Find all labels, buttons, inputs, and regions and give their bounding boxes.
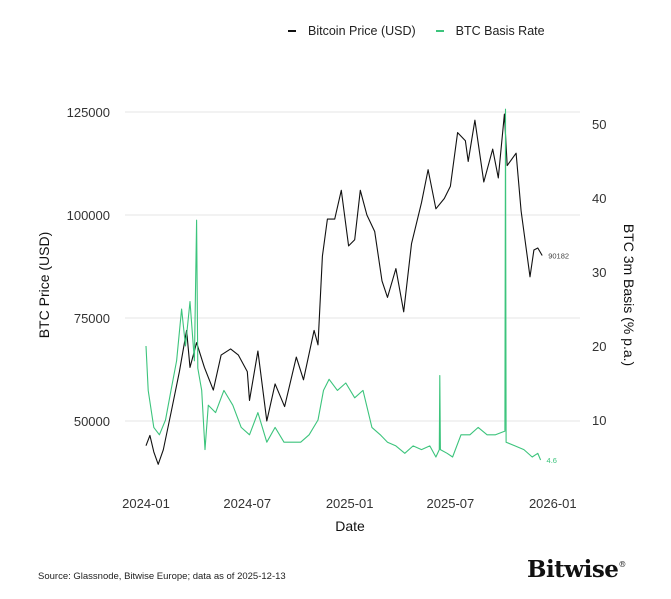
basis-rate-line bbox=[145, 108, 542, 461]
y-left-tick-label: 100000 bbox=[67, 208, 110, 223]
y-left-tick-label: 50000 bbox=[74, 414, 110, 429]
legend-item-basis[interactable]: BTC Basis Rate bbox=[435, 24, 545, 38]
legend-item-price[interactable]: Bitcoin Price (USD) bbox=[288, 24, 416, 38]
basis-last-value-label: 4.6 bbox=[547, 456, 557, 465]
x-axis-label: Date bbox=[335, 518, 365, 534]
price-swatch bbox=[288, 30, 296, 32]
y-right-tick-label: 30 bbox=[592, 265, 606, 280]
x-tick-label: 2026-01 bbox=[529, 496, 577, 511]
gridlines bbox=[125, 111, 580, 422]
x-tick-label: 2025-01 bbox=[326, 496, 374, 511]
price-last-value-label: 90182 bbox=[548, 251, 569, 260]
ticks: 50000 75000 100000 125000 10 20 30 40 50 2024-01 2… bbox=[67, 105, 607, 511]
legend-price-label: Bitcoin Price (USD) bbox=[308, 24, 416, 38]
logo-text: Bitwise bbox=[527, 556, 619, 583]
legend: Bitcoin Price (USD) BTC Basis Rate bbox=[288, 24, 557, 38]
source-note: Source: Glassnode, Bitwise Europe; data … bbox=[38, 571, 286, 582]
series-lines: 90182 4.6 bbox=[145, 108, 569, 465]
y-left-tick-label: 125000 bbox=[67, 105, 110, 120]
registered-mark: ® bbox=[618, 560, 626, 569]
y-right-axis-label: BTC 3m Basis (% p.a.) bbox=[621, 224, 637, 366]
y-right-tick-label: 40 bbox=[592, 191, 606, 206]
y-left-axis-label: BTC Price (USD) bbox=[36, 232, 52, 339]
y-left-tick-label: 75000 bbox=[74, 311, 110, 326]
bitwise-logo: Bitwise® bbox=[527, 556, 626, 583]
legend-basis-label: BTC Basis Rate bbox=[455, 24, 545, 38]
y-right-tick-label: 10 bbox=[592, 413, 606, 428]
x-tick-label: 2024-01 bbox=[122, 496, 170, 511]
x-tick-label: 2024-07 bbox=[223, 496, 271, 511]
basis-swatch bbox=[435, 30, 444, 32]
y-right-tick-label: 50 bbox=[592, 117, 606, 132]
x-tick-label: 2025-07 bbox=[427, 496, 475, 511]
y-right-tick-label: 20 bbox=[592, 339, 606, 354]
bitcoin-price-line bbox=[145, 113, 543, 465]
